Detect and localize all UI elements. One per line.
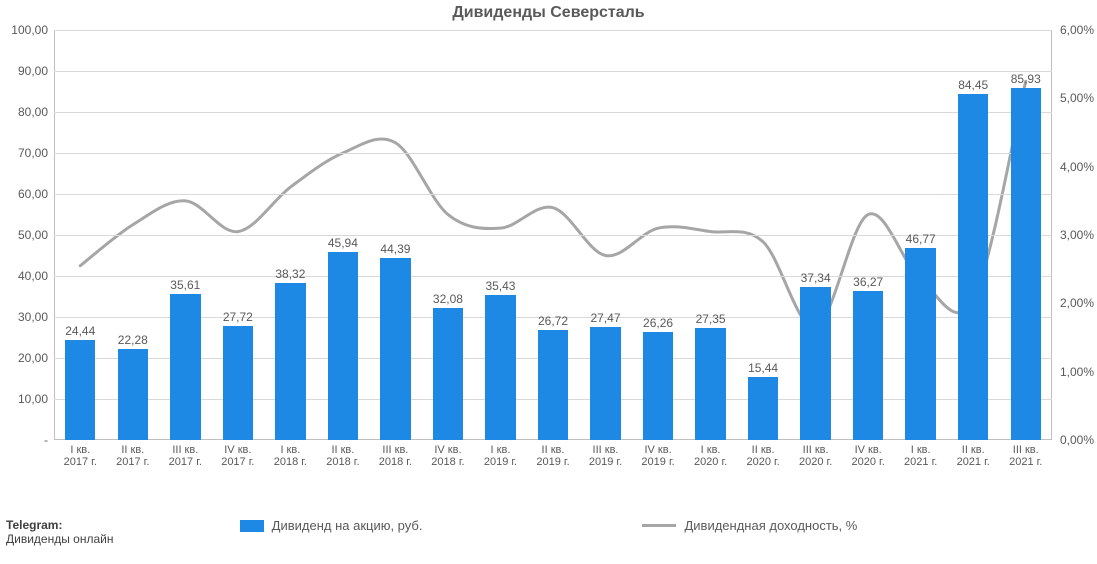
chart-title: Дивиденды Северсталь [0,4,1097,22]
legend-item-line: Дивидендная доходность, % [642,518,857,533]
gridline [54,30,1052,31]
bar [905,248,935,440]
bar-value-label: 45,94 [328,236,358,250]
y-left-tick: 60,00 [18,187,48,201]
x-tick: III кв.2017 г. [169,444,202,468]
bar [118,349,148,440]
x-tick: IV кв.2017 г. [221,444,254,468]
bar [748,377,778,440]
x-tick: III кв.2019 г. [589,444,622,468]
gridline [54,194,1052,195]
x-tick: IV кв.2020 г. [852,444,885,468]
x-tick: I кв.2020 г. [694,444,727,468]
bar [223,326,253,440]
bar-value-label: 38,32 [275,267,305,281]
x-tick: II кв.2021 г. [957,444,990,468]
y-left-tick: 90,00 [18,64,48,78]
bar [275,283,305,440]
legend-line-label: Дивидендная доходность, % [684,518,857,533]
bar [853,291,883,440]
bar-value-label: 46,77 [906,232,936,246]
footer-line2: Дивиденды онлайн [6,532,113,546]
bar-value-label: 44,39 [380,242,410,256]
bar-value-label: 36,27 [853,275,883,289]
bar [380,258,410,440]
bar-value-label: 27,35 [696,312,726,326]
y-right-tick: 3,00% [1060,228,1094,242]
bar [1011,88,1041,440]
chart-footer: Telegram: Дивиденды онлайн [6,518,113,546]
bar-value-label: 84,45 [958,78,988,92]
legend-line-swatch [642,524,676,527]
y-right-tick: 5,00% [1060,91,1094,105]
bar [485,295,515,440]
bar [590,327,620,440]
legend-bar-swatch [240,520,264,532]
bar-value-label: 35,43 [485,279,515,293]
y-left-tick: 80,00 [18,105,48,119]
y-right-tick: 0,00% [1060,433,1094,447]
y-left-tick: 10,00 [18,392,48,406]
y-left-tick: 30,00 [18,310,48,324]
bar [433,308,463,440]
x-tick: I кв.2018 г. [274,444,307,468]
y-left-tick: 20,00 [18,351,48,365]
x-tick: II кв.2018 г. [326,444,359,468]
bar-value-label: 22,28 [118,333,148,347]
bar [65,340,95,440]
bar [538,330,568,440]
gridline [54,71,1052,72]
plot-area: -10,0020,0030,0040,0050,0060,0070,0080,0… [54,30,1052,440]
gridline [54,112,1052,113]
footer-line1: Telegram: [6,518,113,532]
y-right-tick: 1,00% [1060,365,1094,379]
gridline [54,153,1052,154]
bar [170,294,200,440]
bar-value-label: 35,61 [170,278,200,292]
bar [643,332,673,440]
bar [328,252,358,440]
bar-value-label: 32,08 [433,292,463,306]
x-tick: III кв.2021 г. [1009,444,1042,468]
y-left-tick: 70,00 [18,146,48,160]
y-left-tick: 50,00 [18,228,48,242]
gridline [54,276,1052,277]
y-left-tick: - [44,433,48,447]
y-left-tick: 40,00 [18,269,48,283]
x-tick: I кв.2019 г. [484,444,517,468]
gridline [54,235,1052,236]
bar [958,94,988,440]
y-left-tick: 100,00 [11,23,48,37]
bar-value-label: 15,44 [748,361,778,375]
bar-value-label: 26,72 [538,314,568,328]
bar-value-label: 26,26 [643,316,673,330]
x-tick: III кв.2020 г. [799,444,832,468]
bar-value-label: 27,47 [591,311,621,325]
y-right-tick: 4,00% [1060,160,1094,174]
x-tick: II кв.2017 г. [116,444,149,468]
x-tick: IV кв.2019 г. [641,444,674,468]
bar-value-label: 37,34 [801,271,831,285]
y-right-tick: 2,00% [1060,296,1094,310]
bar [695,328,725,440]
bar [800,287,830,440]
x-tick: IV кв.2018 г. [431,444,464,468]
bar-value-label: 24,44 [65,324,95,338]
x-tick: I кв.2017 г. [64,444,97,468]
dividend-chart: Дивиденды Северсталь -10,0020,0030,0040,… [0,0,1097,564]
x-tick: II кв.2019 г. [536,444,569,468]
x-tick: I кв.2021 г. [904,444,937,468]
x-tick: III кв.2018 г. [379,444,412,468]
bar-value-label: 85,93 [1011,72,1041,86]
x-tick: II кв.2020 г. [746,444,779,468]
legend-bar-label: Дивиденд на акцию, руб. [272,518,423,533]
legend-item-bar: Дивиденд на акцию, руб. [240,518,423,533]
bar-value-label: 27,72 [223,310,253,324]
legend: Дивиденд на акцию, руб. Дивидендная дохо… [0,518,1097,533]
y-right-tick: 6,00% [1060,23,1094,37]
